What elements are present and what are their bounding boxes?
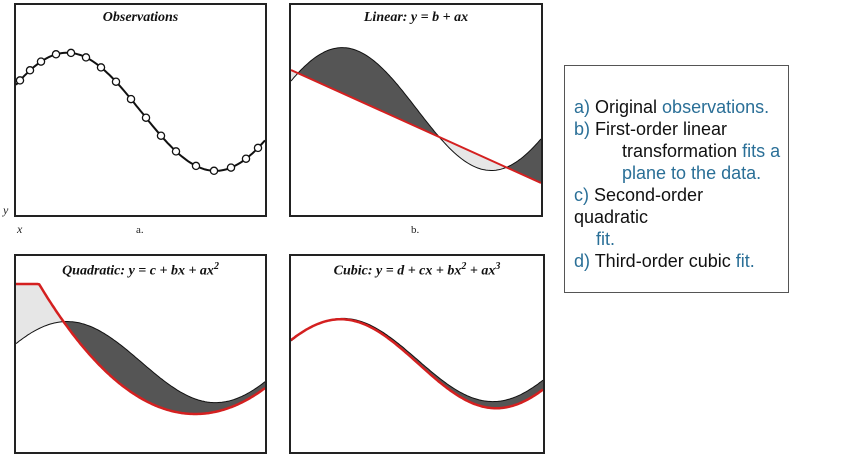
observation-point: [81, 53, 91, 62]
observation-point: [66, 48, 76, 58]
panel-b-label: b.: [411, 224, 420, 236]
observation-point: [126, 94, 136, 104]
legend-item-d: d) Third-order cubic fit.: [574, 251, 755, 271]
observation-point: [226, 163, 236, 172]
observation-point: [253, 143, 263, 153]
legend-item-c-cont: quadratic: [574, 207, 649, 227]
panel-d-title: Cubic: y = d + cx + bx2 + ax3: [333, 261, 501, 279]
linear-fit-plot: [291, 47, 541, 184]
observation-point: [209, 166, 219, 176]
quadratic-fit-plot: [16, 282, 265, 416]
cubic-fit-plot: [291, 317, 543, 410]
legend-item-c-cont2: fit.: [596, 229, 616, 249]
panel-b-title: Linear: y = b + ax: [363, 10, 469, 25]
legend-item-b-cont: transformation fits a: [622, 141, 781, 161]
residual-shading: [291, 47, 541, 183]
residual-above-fit: [298, 47, 440, 138]
observation-point: [25, 66, 35, 75]
observation-point: [36, 57, 46, 66]
panel-a-title: Observations: [102, 10, 179, 25]
panel-observations: Observations: [14, 3, 267, 217]
residual-above-fit: [64, 321, 265, 414]
observation-point: [156, 131, 166, 140]
observation-point: [51, 50, 61, 59]
legend-text: a) Original observations. b) First-order…: [574, 96, 850, 272]
residual-above-fit: [507, 138, 541, 183]
legend-item-b: b) First-order linear: [574, 119, 728, 139]
observation-point: [191, 161, 201, 171]
panel-linear: Linear: y = b + ax: [289, 3, 543, 217]
panel-cubic: Cubic: y = d + cx + bx2 + ax3: [289, 254, 545, 454]
legend-item-b-cont2: plane to the data.: [622, 163, 762, 183]
observation-point: [141, 113, 151, 122]
observations-plot: [16, 48, 265, 176]
observation-point: [111, 77, 121, 86]
panel-a-label: a.: [136, 224, 144, 236]
panel-c-title: Quadratic: y = c + bx + ax2: [62, 261, 219, 279]
observation-point: [96, 63, 106, 72]
legend-item-a: a) Original observations.: [574, 97, 770, 117]
observation-point: [241, 154, 251, 163]
legend-item-c: c) Second-order: [574, 185, 704, 205]
observation-point: [16, 76, 25, 85]
x-axis-label: x: [17, 222, 23, 236]
legend-box: [564, 65, 789, 293]
residual-below-fit: [16, 284, 65, 344]
panel-quadratic: Quadratic: y = c + bx + ax2: [14, 254, 267, 454]
residual-above-fit: [318, 318, 543, 409]
y-axis-label: y: [3, 203, 9, 217]
observation-point: [171, 147, 181, 156]
